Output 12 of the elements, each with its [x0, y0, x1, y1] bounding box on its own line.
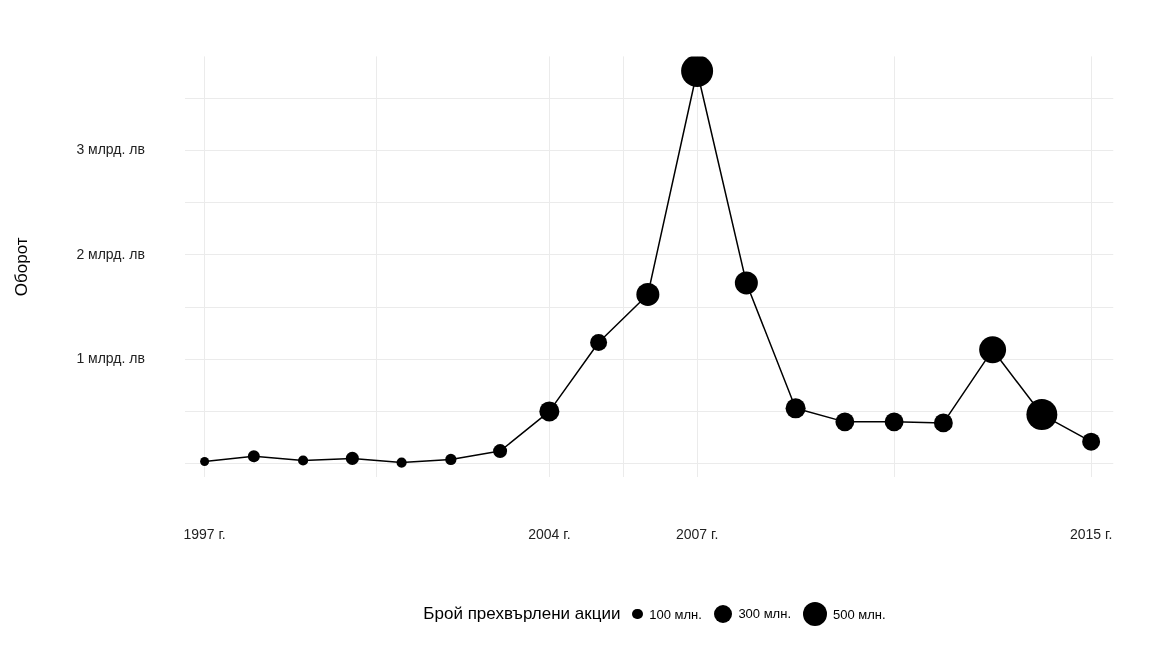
x-tick-label: 2007 г. — [675, 526, 719, 543]
y-tick-label: 1 млрд. лв — [76, 350, 145, 367]
y-tick-label: 2 млрд. лв — [76, 245, 145, 262]
legend-label: 300 млн. — [738, 606, 791, 622]
legend-label: 500 млн. — [833, 606, 886, 622]
legend-title: Брой прехвърлени акции — [423, 604, 621, 624]
y-tick-label: 3 млрд. лв — [76, 141, 145, 158]
x-tick-label: 1997 г. — [183, 526, 226, 543]
x-tick-label: 2004 г. — [528, 526, 571, 543]
legend-label: 100 млн. — [649, 606, 702, 622]
x-tick-label: 2015 г. — [1069, 526, 1113, 543]
y-axis-title: Оборот — [11, 237, 31, 297]
